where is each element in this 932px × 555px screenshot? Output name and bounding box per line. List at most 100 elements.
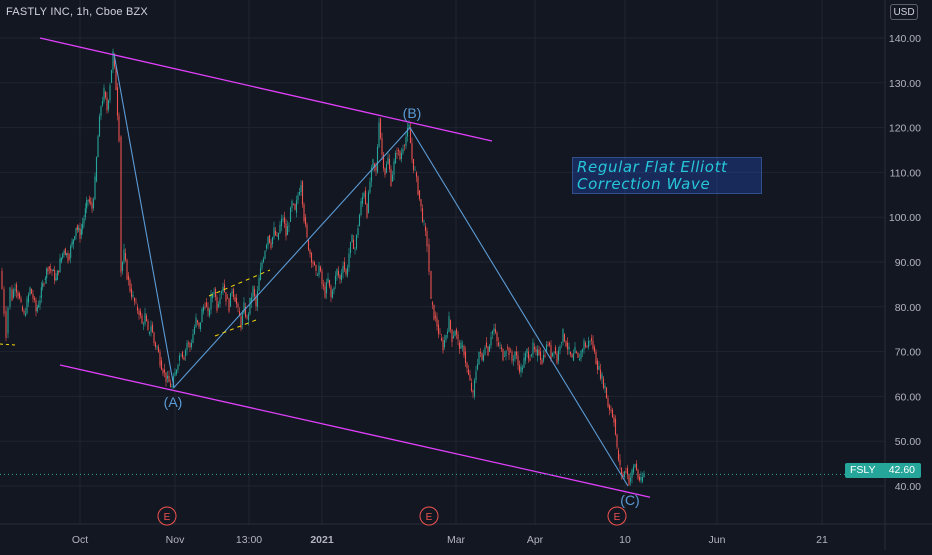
earnings-marker-label: E [426,512,433,523]
candle-body [238,311,241,317]
candle-body [601,374,603,379]
candle-body [426,231,428,247]
candle-body [593,347,596,352]
candle-body [35,300,37,312]
candle-body [177,364,179,370]
candle-body [586,346,588,348]
upper-channel-line[interactable] [39,37,493,142]
candle-body [629,477,632,482]
candle-body [343,262,346,270]
candle-body [109,85,111,101]
candle-body [219,298,221,305]
elliott-wave-line[interactable] [113,53,629,487]
candle-body [250,297,253,303]
candle-body [247,313,250,321]
symbol-title[interactable]: FASTLY INC, 1h, Cboe BZX [6,6,148,18]
candle-body [405,136,407,146]
currency-button[interactable]: USD [890,4,918,20]
candle-body [541,359,543,365]
candle-body [337,270,340,276]
y-tick-label: 40.00 [895,481,921,493]
candle-body [246,316,248,318]
candle-body [479,351,482,353]
candle-body [490,336,492,346]
candle-body [237,303,239,307]
candle-body [211,294,214,298]
earnings-marker[interactable]: E [157,506,177,526]
candle-body [289,207,292,222]
candle-body [210,293,212,310]
candle-body [334,275,337,285]
candle-body [631,469,633,478]
candle-body [587,340,590,348]
candle-body [322,284,325,287]
helper-dashed-line-left[interactable] [0,343,16,346]
candle-body [1,270,3,289]
candle-body [488,345,491,352]
candle-body [595,351,597,365]
candle-body [617,450,620,460]
candle-body [113,53,116,67]
candle-body [408,124,410,128]
candle-body [584,342,587,347]
candle-body [433,304,435,320]
candle-body [396,152,398,154]
candle-body [520,366,522,373]
candle-body [180,355,182,357]
candle-body [536,349,539,357]
candle-body [103,87,105,102]
candle-body [635,463,638,471]
candle-body [20,298,22,303]
candle-body [466,362,468,369]
candle-body [378,122,380,147]
candle-body [599,369,602,379]
candle-body [379,118,382,139]
candle-body [502,348,504,361]
lower-channel-line[interactable] [59,364,651,498]
candle-body [47,268,49,272]
candle-body [517,355,519,366]
earnings-marker[interactable]: E [607,506,627,526]
candle-body [526,349,528,354]
candle-body [142,323,145,325]
candle-body [464,351,467,363]
candle-body [545,344,548,352]
candle-body [478,351,480,365]
candle-body [469,374,471,381]
candle-body [412,158,415,170]
candle-body [625,471,627,473]
earnings-marker[interactable]: E [419,506,439,526]
candle-body [367,192,370,213]
candle-body [258,278,260,291]
candle-body [559,346,561,351]
candle-body [232,288,235,298]
candle-body [187,342,190,344]
drawings[interactable] [0,37,651,498]
candle-body [417,176,419,195]
candle-body [544,354,546,357]
helper-dashed-line-upper[interactable] [208,269,271,297]
candle-body [202,306,205,312]
candle-body [590,338,593,341]
candle-body [598,365,600,370]
candle-body [535,349,537,352]
candle-body [118,115,120,142]
candle-body [234,297,236,302]
annotation-text-box[interactable]: Regular Flat Elliott Correction Wave [572,157,762,194]
candle-body [550,345,552,360]
wave-label: (A) [164,394,183,410]
candle-body [461,345,464,348]
candle-body [328,279,331,287]
candle-body [420,199,422,207]
helper-dashed-line-lower[interactable] [214,319,257,337]
candle-body [325,282,328,294]
candle-body [277,233,280,240]
candle-body [297,195,299,201]
candle-body [560,342,563,344]
candle-body [440,338,443,341]
candle-body [484,347,486,355]
candle-body [493,328,495,332]
